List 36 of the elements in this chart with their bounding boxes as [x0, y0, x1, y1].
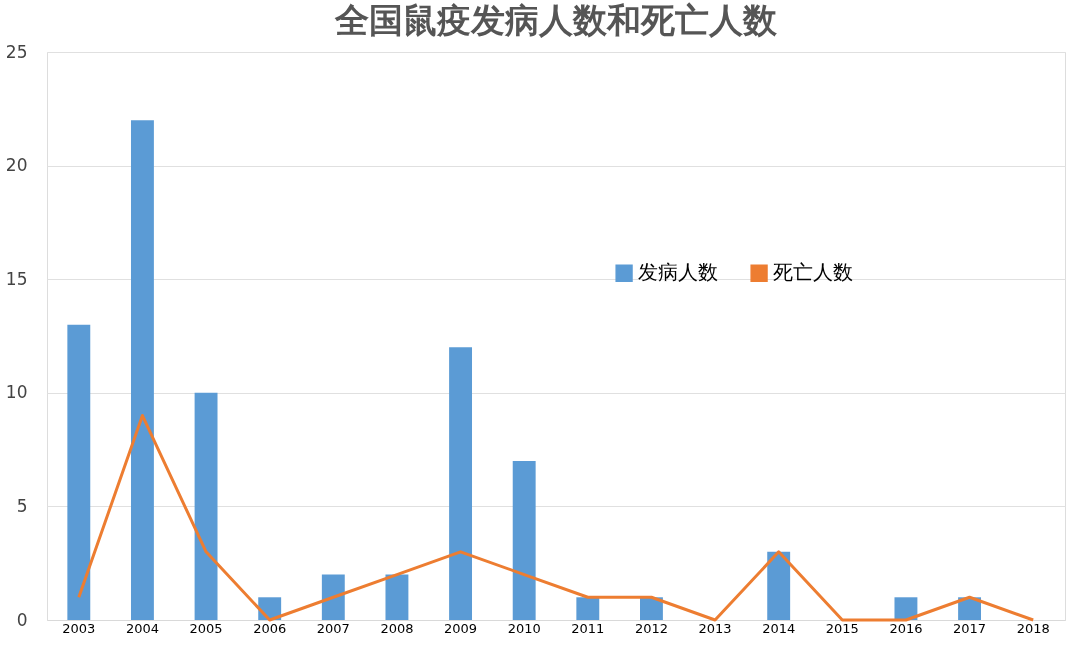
x-tick-label: 2008 — [380, 620, 414, 636]
legend-label: 发病人数 — [638, 260, 719, 285]
chart-title: 全国鼠疫发病人数和死亡人数 — [334, 0, 778, 40]
bar — [576, 597, 600, 620]
bar — [512, 460, 536, 620]
bar — [130, 120, 154, 620]
bar — [194, 392, 218, 620]
x-tick-label: 2014 — [762, 620, 796, 636]
y-tick-label: 25 — [5, 41, 28, 62]
x-tick-label: 2007 — [316, 620, 350, 636]
y-tick-label: 0 — [16, 609, 28, 630]
x-tick-label: 2004 — [125, 620, 159, 636]
x-tick-label: 2011 — [571, 620, 605, 636]
x-tick-label: 2018 — [1016, 620, 1050, 636]
x-tick-label: 2003 — [62, 620, 96, 636]
x-tick-label: 2015 — [825, 620, 859, 636]
bar — [385, 574, 409, 620]
x-tick-label: 2017 — [953, 620, 987, 636]
x-tick-label: 2012 — [634, 620, 668, 636]
x-tick-label: 2013 — [698, 620, 732, 636]
bar — [449, 347, 473, 620]
x-tick-label: 2016 — [889, 620, 923, 636]
x-tick-label: 2010 — [507, 620, 541, 636]
x-tick-label: 2005 — [189, 620, 223, 636]
y-tick-label: 5 — [16, 495, 28, 516]
legend-label: 死亡人数 — [773, 260, 854, 285]
line-series — [77, 414, 1035, 622]
bar — [321, 574, 345, 620]
y-tick-label: 10 — [5, 382, 28, 403]
y-tick-label: 20 — [5, 155, 28, 176]
bar — [67, 324, 91, 620]
y-tick-label: 15 — [5, 268, 28, 289]
x-tick-label: 2006 — [253, 620, 287, 636]
x-tick-label: 2009 — [444, 620, 478, 636]
bar — [767, 551, 791, 620]
bar — [894, 597, 918, 620]
